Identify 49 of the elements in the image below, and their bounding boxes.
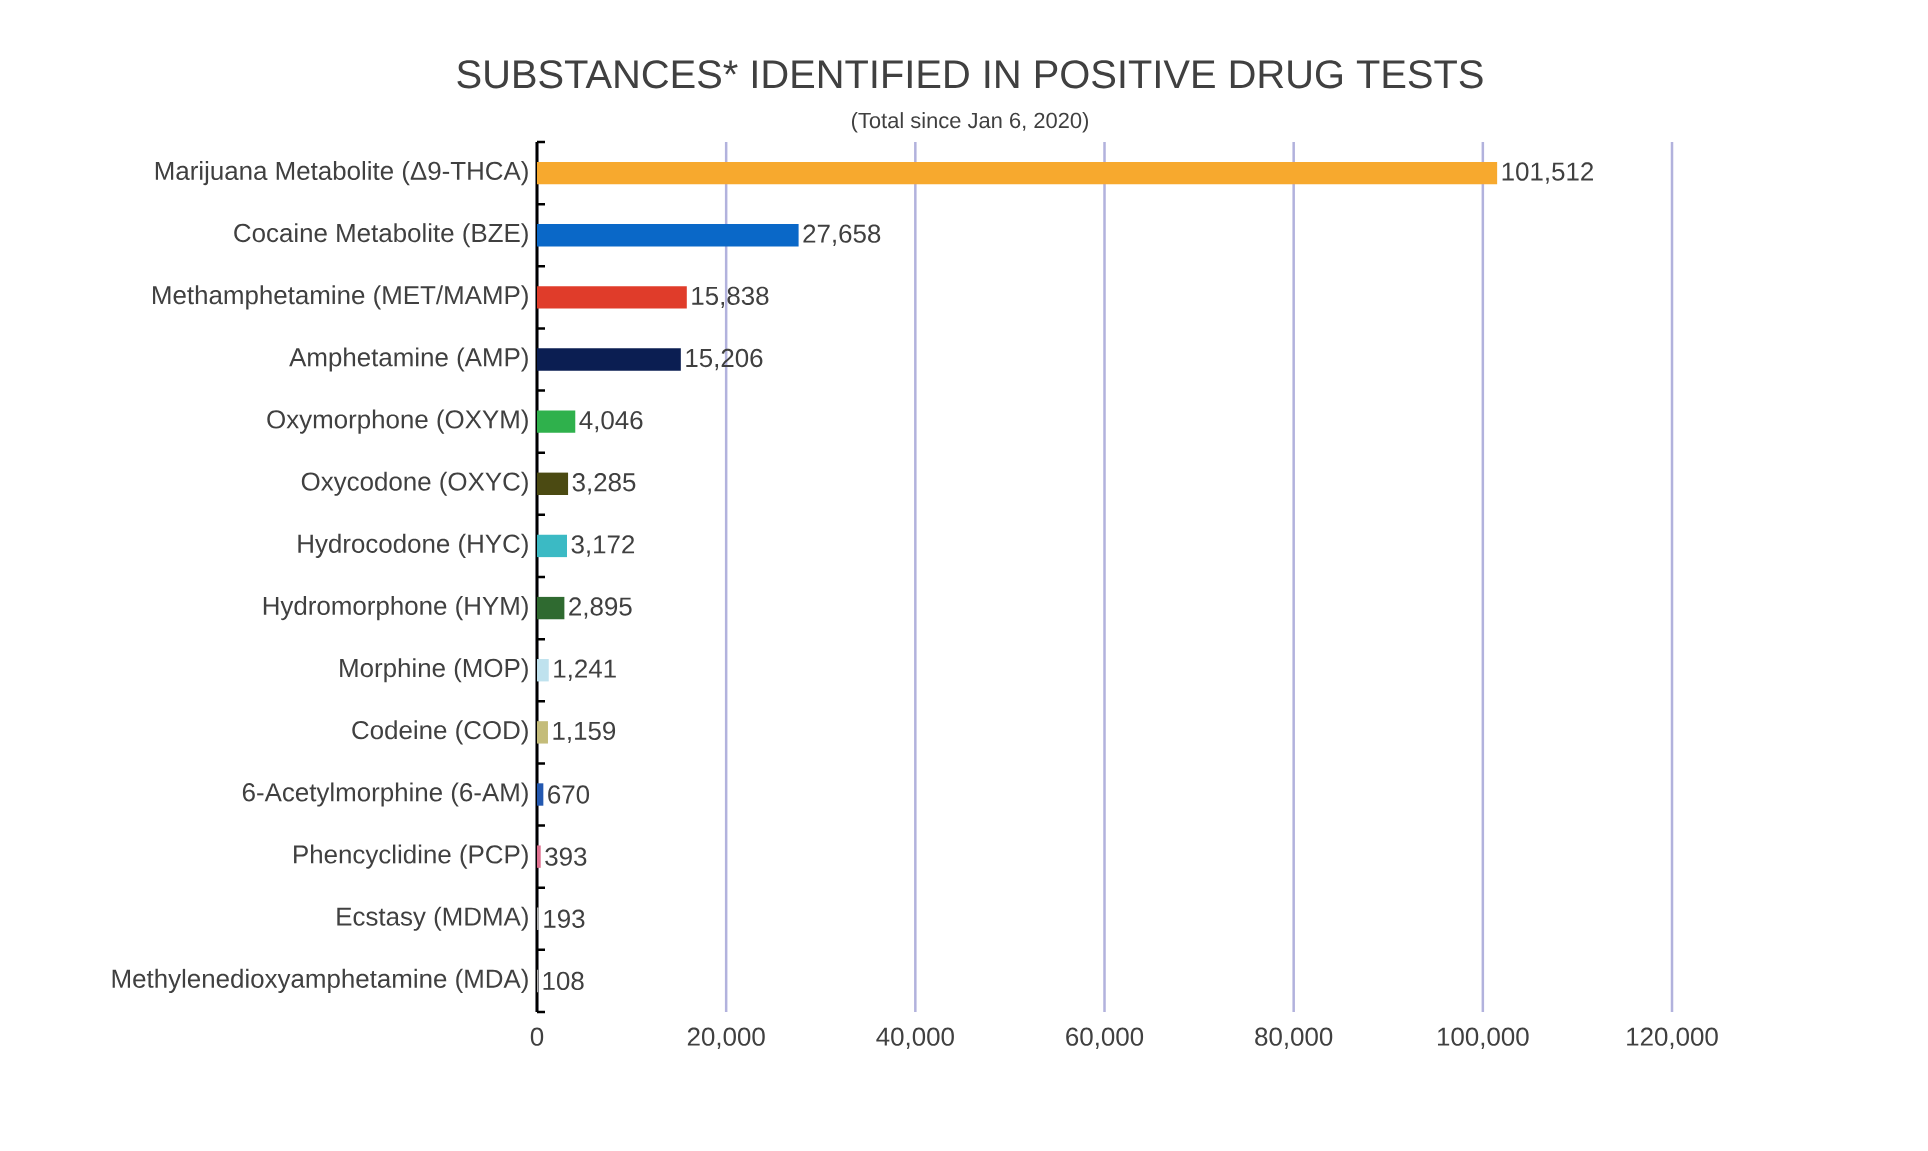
data-label: 15,206 [686, 348, 763, 371]
data-label: 2,895 [569, 597, 632, 619]
data-label: 3,172 [571, 535, 635, 557]
x-tick-label: 100,000 [1437, 1027, 1529, 1049]
data-label: 670 [548, 785, 590, 804]
data-label: 193 [544, 909, 585, 928]
chart-subtitle: (Total since Jan 6, 2020) [851, 112, 1088, 133]
x-tick-label: 40,000 [876, 1027, 954, 1049]
y-tick-label: Hydrocodone (HYC) [298, 533, 528, 559]
bar [537, 596, 565, 620]
bar [537, 161, 1498, 185]
bar [537, 224, 799, 247]
data-label: 1,159 [553, 721, 616, 744]
data-label: 4,046 [579, 410, 643, 433]
y-tick-label: Oxymorphone (OXYM) [267, 409, 528, 434]
data-label: 393 [545, 847, 587, 866]
bar [537, 348, 681, 371]
data-label: 1,241 [554, 659, 616, 681]
y-tick-label: Methamphetamine (MET/MAMP) [153, 285, 528, 310]
y-tick-label: Codeine (COD) [352, 720, 528, 745]
data-label: 108 [543, 971, 584, 991]
bar [537, 410, 576, 433]
y-tick-label: Ecstasy (MDMA) [337, 906, 528, 931]
bar [537, 845, 541, 868]
y-tick-label: 6-Acetylmorphine (6-AM) [242, 782, 528, 807]
y-tick-label: Hydromorphone (HYM) [263, 596, 528, 621]
data-label: 3,285 [572, 473, 636, 495]
y-tick-label: Methylenedioxyamphetamine (MDA) [112, 968, 528, 994]
data-label: 27,658 [803, 224, 881, 246]
y-tick-label: Marijuana Metabolite (Δ9-THCA) [155, 161, 528, 186]
x-tick-label: 80,000 [1255, 1027, 1333, 1049]
y-tick-label: Morphine (MOP) [340, 658, 528, 683]
y-tick-label: Oxycodone (OXYC) [301, 471, 528, 496]
x-tick-label: 20,000 [687, 1027, 765, 1049]
bar [537, 534, 567, 558]
x-tick-label: 60,000 [1066, 1027, 1144, 1049]
bar [537, 659, 549, 682]
y-tick-label: Amphetamine (AMP) [289, 347, 528, 372]
x-tick-label: 0 [530, 1027, 544, 1046]
chart-title: SUBSTANCES* IDENTIFIED IN POSITIVE DRUG TESTS [457, 60, 1483, 89]
data-label: 15,838 [692, 286, 769, 309]
y-tick-label: Phencyclidine (PCP) [294, 844, 528, 869]
y-tick-label: Cocaine Metabolite (BZE) [234, 223, 528, 248]
bar [537, 783, 544, 806]
x-tick-label: 120,000 [1627, 1027, 1718, 1049]
bar [537, 472, 569, 495]
bar [537, 286, 687, 309]
bar [537, 721, 548, 744]
data-label: 101,512 [1502, 162, 1593, 184]
